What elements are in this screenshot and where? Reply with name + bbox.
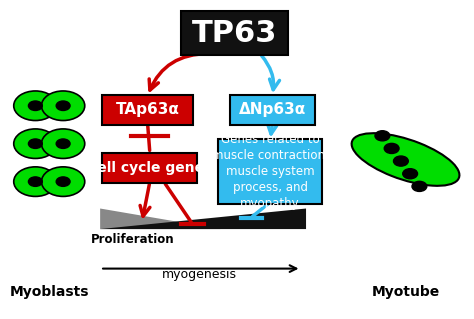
Text: Myoblasts: Myoblasts: [9, 285, 89, 299]
Circle shape: [375, 131, 390, 141]
Text: myogenesis: myogenesis: [162, 268, 237, 281]
Circle shape: [42, 167, 85, 197]
Circle shape: [28, 101, 42, 110]
Circle shape: [28, 139, 42, 148]
Circle shape: [56, 139, 70, 148]
FancyBboxPatch shape: [102, 153, 197, 183]
Text: ΔNp63α: ΔNp63α: [239, 102, 306, 117]
FancyBboxPatch shape: [181, 11, 288, 55]
Text: TP63: TP63: [191, 19, 277, 48]
Circle shape: [14, 129, 57, 159]
FancyBboxPatch shape: [102, 95, 192, 125]
Circle shape: [403, 169, 418, 179]
FancyBboxPatch shape: [218, 139, 322, 204]
Circle shape: [384, 143, 399, 153]
Text: Proliferation: Proliferation: [91, 233, 174, 246]
Circle shape: [56, 101, 70, 110]
Polygon shape: [100, 209, 220, 229]
Circle shape: [28, 177, 42, 186]
Text: Cell cycle genes: Cell cycle genes: [87, 161, 212, 175]
Text: Genes related to
muscle contraction,
muscle system
process, and
myopathy: Genes related to muscle contraction, mus…: [212, 133, 328, 210]
Text: TAp63α: TAp63α: [116, 102, 180, 117]
Ellipse shape: [352, 133, 459, 186]
Circle shape: [42, 129, 85, 159]
Circle shape: [56, 177, 70, 186]
Circle shape: [14, 91, 57, 121]
Circle shape: [393, 156, 408, 166]
Circle shape: [42, 91, 85, 121]
Circle shape: [412, 181, 427, 191]
Circle shape: [14, 167, 57, 197]
Text: Myotube: Myotube: [372, 285, 440, 299]
Polygon shape: [100, 209, 306, 229]
Text: Differentiation: Differentiation: [178, 233, 276, 246]
FancyBboxPatch shape: [230, 95, 315, 125]
